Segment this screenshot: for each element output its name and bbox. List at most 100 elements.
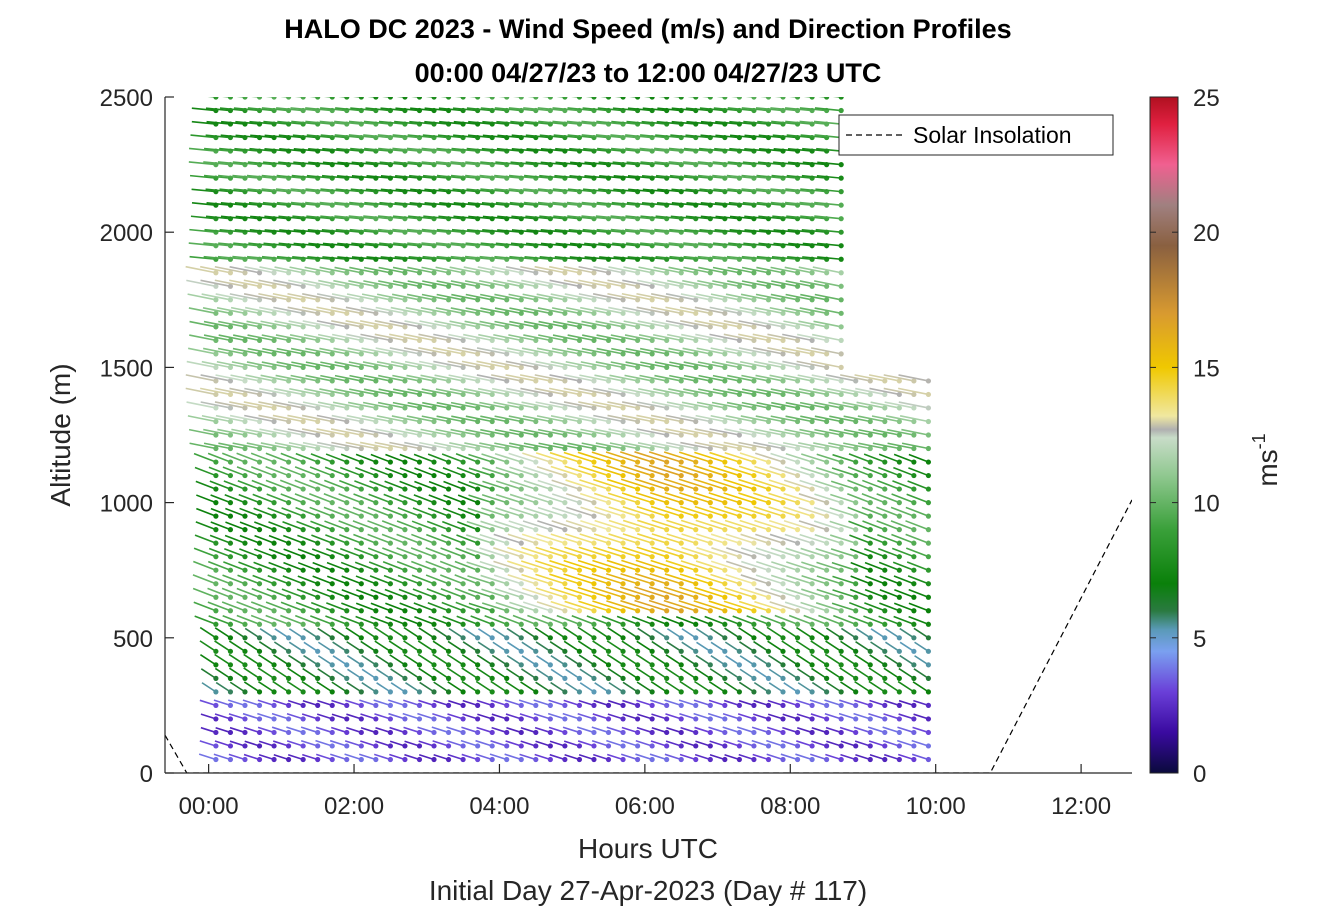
wind-barb-dot	[649, 500, 655, 506]
wind-barb-dot	[431, 283, 437, 289]
wind-barb-dot	[475, 635, 481, 641]
wind-barb	[636, 640, 653, 652]
wind-barb-dot	[533, 608, 539, 614]
wind-barb-dot	[387, 391, 393, 398]
wind-barb	[709, 668, 726, 680]
wind-barb-dot	[358, 472, 364, 479]
wind-barb-dot	[300, 391, 306, 398]
wind-barb	[668, 147, 696, 152]
wind-barb	[390, 360, 420, 369]
wind-barb	[585, 97, 594, 98]
wind-barb	[753, 506, 784, 517]
wind-barb	[563, 573, 595, 585]
wind-barb	[610, 147, 638, 152]
wind-barb-dot	[576, 351, 583, 357]
wind-barb	[276, 201, 304, 206]
wind-barb	[404, 320, 435, 328]
wind-barb-dot	[853, 756, 859, 763]
wind-barb-dot	[518, 513, 524, 519]
wind-barb-dot	[824, 405, 830, 411]
wind-barb-dot	[504, 418, 510, 425]
wind-barb-dot	[678, 635, 684, 641]
wind-barb-dot	[707, 635, 713, 641]
wind-barb-dot	[256, 689, 263, 695]
wind-barb	[785, 415, 813, 423]
wind-barb	[274, 266, 304, 274]
wind-barb	[383, 574, 406, 585]
wind-barb	[564, 546, 595, 558]
wind-barb	[784, 428, 813, 436]
wind-barb-dot	[416, 689, 423, 695]
wind-barb	[355, 575, 377, 585]
wind-barb	[758, 242, 784, 247]
wind-barb-dot	[489, 702, 495, 709]
wind-barb	[609, 374, 638, 382]
wind-barb-dot	[605, 756, 612, 763]
wind-barb	[242, 712, 260, 720]
wind-barb	[648, 586, 682, 599]
wind-barb-dot	[824, 445, 830, 452]
wind-barb	[708, 319, 740, 328]
wind-barb	[410, 188, 435, 193]
wind-barb-dot	[794, 702, 801, 709]
wind-barb	[361, 682, 377, 693]
wind-barb-dot	[504, 472, 510, 479]
wind-barb	[405, 682, 420, 693]
wind-barb	[683, 242, 711, 247]
wind-barb	[377, 228, 406, 233]
wind-barb	[465, 415, 493, 423]
wind-barb	[309, 493, 333, 504]
wind-barb-dot	[809, 391, 815, 398]
wind-barb	[409, 174, 435, 179]
wind-barb-dot	[838, 107, 844, 114]
wind-barb-dot	[315, 364, 321, 370]
wind-barb-dot	[489, 635, 495, 641]
wind-barb-dot	[504, 527, 510, 533]
wind-barb	[392, 388, 420, 396]
wind-barb	[493, 333, 522, 342]
wind-barb-dot	[445, 459, 452, 465]
wind-barb	[563, 279, 595, 288]
wind-barb	[636, 505, 667, 517]
wind-barb-dot	[882, 486, 888, 492]
wind-barb	[492, 628, 508, 639]
wind-barb-dot	[475, 97, 481, 100]
wind-barb	[475, 680, 493, 693]
wind-barb-dot	[460, 716, 466, 722]
wind-barb	[760, 97, 769, 98]
wind-barb-dot	[809, 581, 815, 587]
wind-barb	[685, 134, 711, 139]
wind-barb	[770, 201, 798, 206]
wind-barb-dot	[882, 405, 888, 411]
wind-barb	[317, 699, 333, 707]
wind-barb-dot	[780, 405, 786, 411]
y-tick-label: 1000	[100, 491, 153, 518]
wind-barb-dot	[809, 97, 815, 100]
wind-barb	[713, 188, 740, 193]
wind-barb-dot	[475, 540, 481, 546]
wind-barb	[346, 655, 362, 666]
wind-barb	[428, 480, 449, 490]
wind-barb-dot	[722, 500, 728, 506]
wind-barb-dot	[620, 97, 626, 100]
wind-barb	[769, 465, 798, 477]
wind-barb	[536, 347, 566, 355]
wind-barb	[258, 279, 289, 288]
wind-barb	[868, 680, 886, 693]
wind-barb	[378, 374, 406, 382]
wind-barb-dot	[882, 581, 888, 587]
wind-barb	[813, 280, 842, 288]
wind-barb-dot	[562, 418, 568, 425]
wind-barb-dot	[736, 472, 742, 479]
wind-barb	[505, 740, 522, 747]
wind-barb-dot	[416, 540, 423, 546]
wind-barb-dot	[242, 486, 248, 492]
wind-barb-dot	[431, 432, 437, 438]
wind-barb	[549, 640, 566, 652]
wind-barb-dot	[416, 554, 423, 560]
wind-barb	[194, 534, 217, 544]
wind-barb	[265, 97, 275, 98]
wind-barb	[756, 201, 784, 206]
wind-barb-dot	[722, 513, 728, 519]
wind-barb-dot	[925, 486, 932, 492]
